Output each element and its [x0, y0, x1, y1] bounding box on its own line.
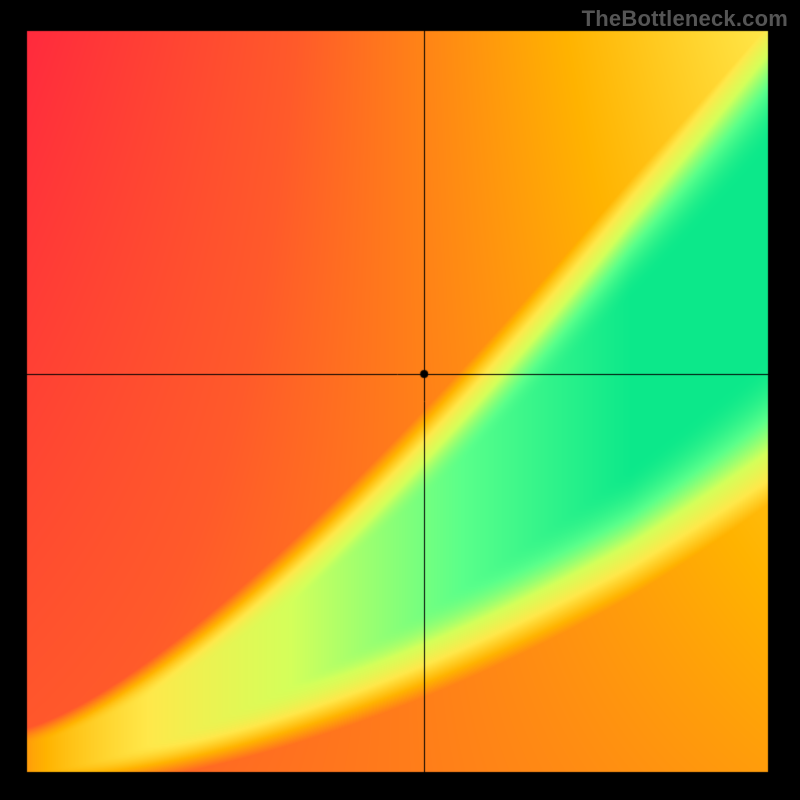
watermark-text: TheBottleneck.com	[582, 6, 788, 32]
heatmap-canvas	[0, 0, 800, 800]
chart-container: TheBottleneck.com	[0, 0, 800, 800]
